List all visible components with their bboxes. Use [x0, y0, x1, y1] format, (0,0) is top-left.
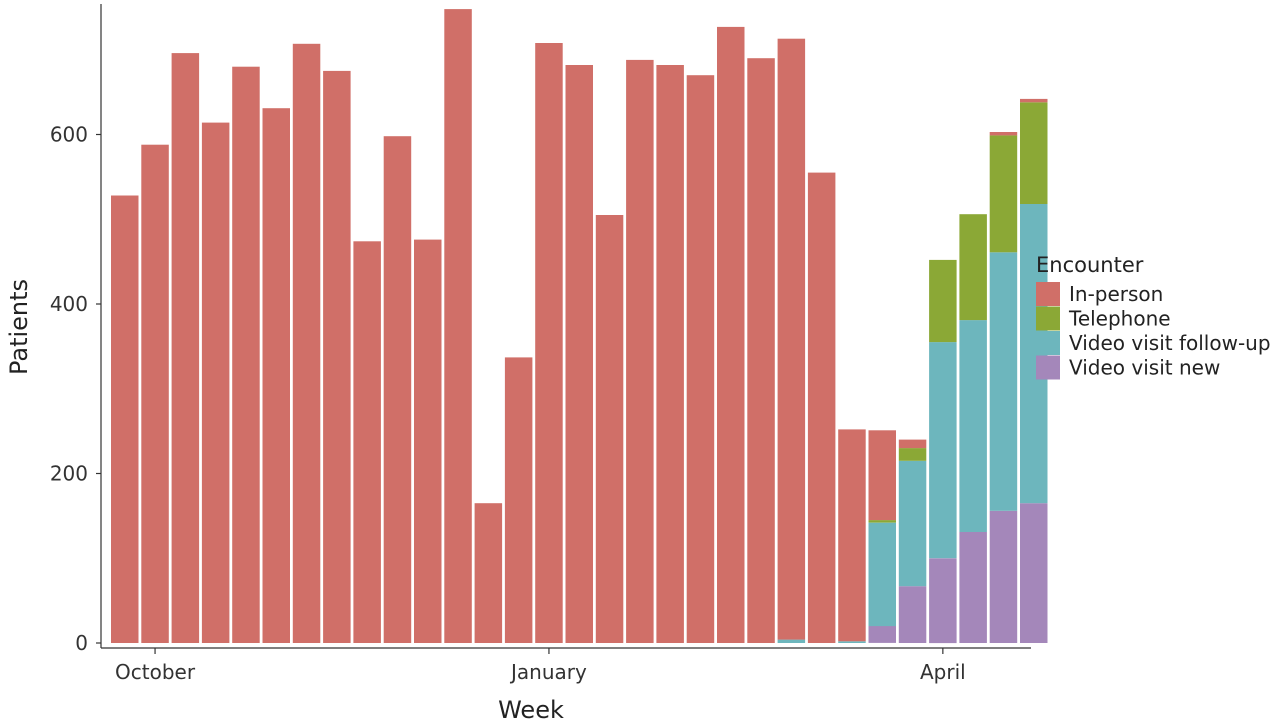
bar-segment-telephone-week-28: [929, 259, 957, 343]
bar-segment-telephone-week-27: [898, 448, 927, 461]
y-tick-label: 400: [50, 292, 88, 316]
bars-layer: [111, 9, 1048, 644]
x-axis-ticks: October January April: [115, 648, 966, 684]
legend-title: Encounter: [1036, 253, 1144, 277]
x-axis-title: Week: [498, 696, 564, 723]
y-axis-title: Patients: [5, 279, 33, 375]
legend-label-in-person: In-person: [1069, 282, 1163, 306]
bar-segment-in-person-week-22: [747, 58, 775, 643]
bar-segment-telephone-week-29: [959, 214, 987, 321]
bar-segment-video-visit-follow-up-week-25: [838, 641, 866, 643]
bar-segment-in-person-week-17: [595, 215, 624, 643]
bar-segment-in-person-week-8: [323, 70, 351, 643]
bar-segment-video-visit-follow-up-week-23: [777, 639, 806, 643]
bar-segment-in-person-week-10: [383, 136, 412, 643]
bar-segment-in-person-week-7: [292, 43, 321, 644]
bar-segment-in-person-week-12: [444, 9, 472, 644]
bar-segment-video-visit-follow-up-week-27: [898, 460, 927, 587]
bar-segment-in-person-week-2: [141, 144, 169, 643]
legend-label-video-visit-follow-up: Video visit follow-up: [1069, 331, 1271, 355]
bar-segment-in-person-week-26: [868, 430, 896, 521]
bar-segment-video-visit-new-week-27: [898, 586, 927, 643]
bar-segment-in-person-week-15: [535, 43, 563, 643]
legend-label-video-visit-new: Video visit new: [1069, 356, 1220, 380]
bar-segment-in-person-week-4: [201, 122, 230, 644]
x-tick-label: April: [920, 660, 966, 684]
bar-segment-in-person-week-25: [838, 429, 866, 642]
bar-segment-video-visit-new-week-28: [929, 558, 957, 644]
bar-segment-video-visit-new-week-30: [989, 510, 1018, 643]
y-tick-label: 200: [50, 462, 88, 486]
bar-segment-video-visit-new-week-29: [959, 532, 987, 643]
bar-segment-in-person-week-27: [898, 439, 927, 449]
bar-segment-in-person-week-31: [1020, 98, 1048, 103]
bar-segment-telephone-week-26: [868, 520, 896, 523]
bar-segment-in-person-week-23: [777, 38, 806, 640]
bar-segment-in-person-week-11: [414, 239, 442, 643]
bar-segment-in-person-week-9: [353, 241, 381, 644]
bar-segment-in-person-week-21: [717, 26, 745, 643]
legend-swatch-video-visit-follow-up: [1036, 331, 1060, 355]
bar-segment-telephone-week-31: [1020, 102, 1048, 204]
bar-segment-in-person-week-14: [504, 357, 533, 643]
bar-segment-video-visit-new-week-26: [868, 626, 896, 643]
bar-segment-video-visit-follow-up-week-26: [868, 522, 896, 627]
bar-segment-in-person-week-1: [111, 195, 139, 643]
y-tick-label: 0: [75, 631, 88, 655]
bar-segment-video-visit-follow-up-week-29: [959, 320, 987, 532]
legend-label-telephone: Telephone: [1068, 307, 1171, 331]
bar-segment-in-person-week-18: [626, 59, 654, 643]
bar-segment-in-person-week-30: [989, 132, 1018, 136]
x-tick-label: October: [115, 660, 196, 684]
y-axis-ticks: 0 200 400 600: [50, 123, 101, 655]
bar-segment-in-person-week-20: [686, 75, 715, 643]
bar-segment-video-visit-follow-up-week-30: [989, 252, 1018, 511]
bar-segment-in-person-week-24: [807, 172, 836, 643]
bar-segment-telephone-week-30: [989, 135, 1018, 253]
bar-segment-in-person-week-16: [565, 65, 593, 643]
bar-segment-video-visit-follow-up-week-28: [929, 342, 957, 559]
y-tick-label: 600: [50, 123, 88, 147]
bar-segment-in-person-week-19: [656, 65, 684, 643]
legend-swatch-in-person: [1036, 282, 1060, 306]
bar-segment-in-person-week-13: [474, 503, 503, 643]
legend-swatch-telephone: [1036, 306, 1060, 331]
bar-segment-video-visit-new-week-31: [1020, 503, 1048, 643]
legend-swatch-video-visit-new: [1036, 355, 1060, 380]
bar-segment-in-person-week-6: [262, 108, 290, 643]
bar-segment-in-person-week-3: [171, 53, 200, 644]
x-tick-label: January: [509, 660, 587, 684]
bar-segment-in-person-week-5: [232, 66, 260, 643]
